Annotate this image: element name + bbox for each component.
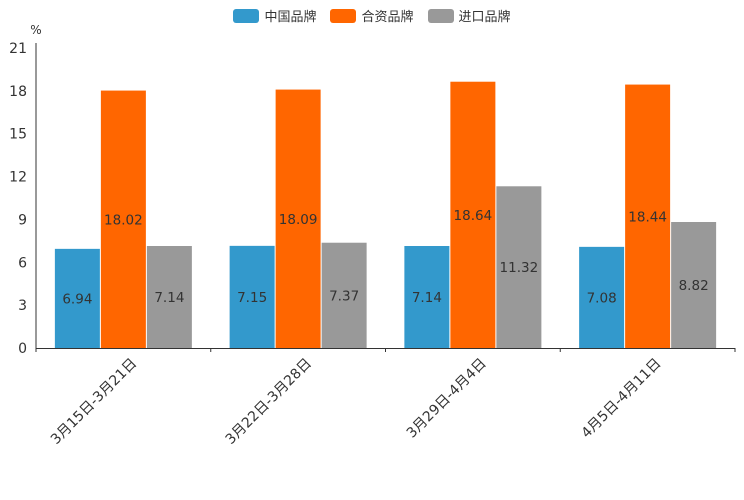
bars: 6.94 18.02 7.14 7.15 18.09 7.37 7.14 18.64 11.32… <box>54 81 717 349</box>
x-tick-label: 3月22日-3月28日 <box>223 356 315 448</box>
bar-jv-brand <box>625 84 671 349</box>
bar-value-label: 18.64 <box>454 208 493 224</box>
bar-value-label: 7.14 <box>154 290 184 306</box>
x-axis: 3月15日-3月21日 3月22日-3月28日 3月29日-4月4日 4月5日-4月1… <box>35 348 736 448</box>
bar-value-label: 18.09 <box>279 212 318 228</box>
y-tick-label: 9 <box>18 212 27 228</box>
bar-value-label: 18.44 <box>628 209 667 225</box>
bar-import-brand <box>321 242 367 348</box>
bar-value-label: 7.14 <box>412 290 442 306</box>
bar-import-brand <box>146 246 192 348</box>
bar-china-brand <box>404 246 450 348</box>
bar-jv-brand <box>100 90 146 349</box>
bar-value-label: 8.82 <box>679 278 709 294</box>
x-tick-label: 4月5日-4月11日 <box>578 356 664 442</box>
y-tick-label: 12 <box>9 170 27 186</box>
bar-value-label: 7.08 <box>587 290 617 306</box>
bar-value-label: 7.15 <box>237 290 267 306</box>
bar-value-label: 18.02 <box>104 212 143 228</box>
legend-item-jv-brand[interactable]: 合资品牌 <box>330 6 414 25</box>
y-tick-label: 0 <box>18 341 27 357</box>
bar-china-brand <box>229 245 275 348</box>
legend-label-china-brand: 中国品牌 <box>264 10 317 25</box>
bar-jv-brand <box>275 89 321 349</box>
bar-import-brand <box>496 186 542 348</box>
legend-swatch-import-brand <box>427 8 454 23</box>
legend: 中国品牌 合资品牌 进口品牌 <box>0 6 744 25</box>
y-axis-unit: % <box>30 23 41 37</box>
y-tick-label: 18 <box>9 84 27 100</box>
bar-value-label: 6.94 <box>62 291 92 307</box>
y-tick-label: 6 <box>18 255 27 271</box>
legend-item-import-brand[interactable]: 进口品牌 <box>427 6 511 25</box>
bar-value-label: 11.32 <box>500 260 539 276</box>
legend-swatch-china-brand <box>233 8 260 23</box>
legend-swatch-jv-brand <box>330 8 357 23</box>
bar-jv-brand <box>450 81 496 348</box>
x-tick-label: 3月29日-4月4日 <box>404 356 490 442</box>
legend-label-import-brand: 进口品牌 <box>458 10 511 25</box>
bar-china-brand <box>54 248 100 348</box>
x-tick-label: 3月15日-3月21日 <box>48 356 140 448</box>
bar-import-brand <box>671 222 717 348</box>
y-tick-label: 21 <box>9 41 27 57</box>
legend-item-china-brand[interactable]: 中国品牌 <box>233 6 316 25</box>
y-axis: 0 3 6 9 12 15 18 21 <box>9 41 37 357</box>
legend-label-jv-brand: 合资品牌 <box>361 10 414 25</box>
bar-china-brand <box>579 246 625 348</box>
y-tick-label: 15 <box>9 127 27 143</box>
y-tick-label: 3 <box>18 298 27 314</box>
bar-value-label: 7.37 <box>329 288 359 304</box>
